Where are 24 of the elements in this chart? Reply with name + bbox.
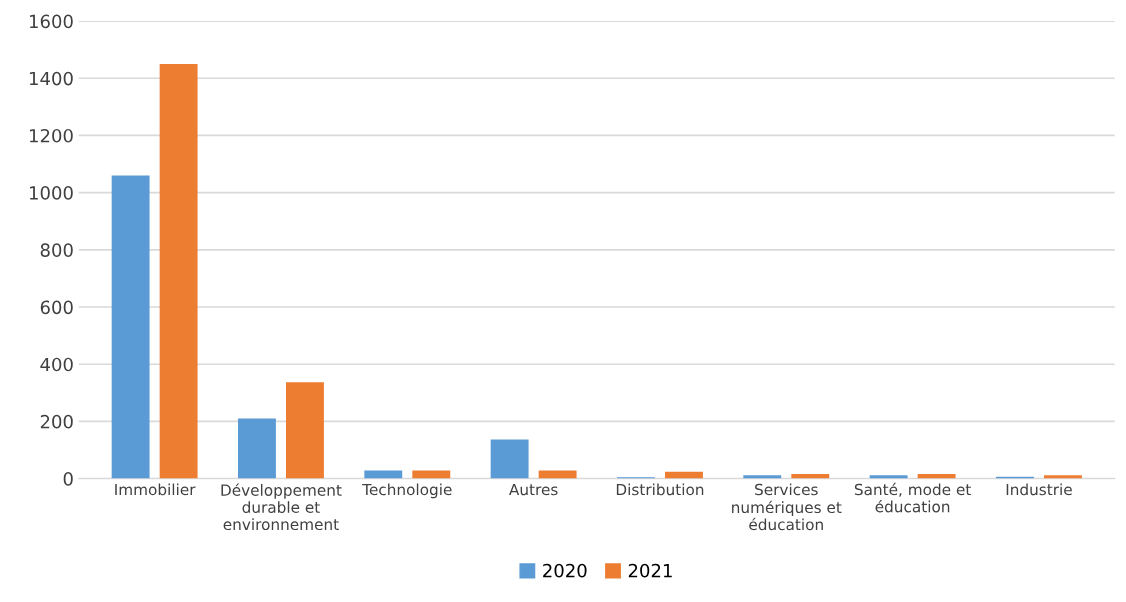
x-tick-label: Développement durable et environnement xyxy=(221,483,342,531)
bar xyxy=(286,382,324,479)
bar xyxy=(490,439,529,479)
y-tick-label: 0 xyxy=(63,472,73,486)
bar xyxy=(159,63,198,479)
y-tick-label: 1400 xyxy=(29,71,73,86)
bar xyxy=(111,175,150,479)
x-tick-label: Santé, mode et éducation xyxy=(854,482,971,513)
y-tick-label: 1600 xyxy=(29,14,73,29)
x-tick-label: Immobilier xyxy=(115,483,196,496)
legend-label: 2020 xyxy=(543,563,587,578)
x-tick-label: Services numériques et éducation xyxy=(732,483,842,531)
y-tick-label: 400 xyxy=(40,357,73,372)
x-tick-label: Distribution xyxy=(616,483,704,496)
y-tick-label: 600 xyxy=(40,300,73,315)
bar xyxy=(238,418,276,479)
x-tick-label: Autres xyxy=(509,483,558,496)
y-tick-label: 1200 xyxy=(29,128,73,143)
y-tick-label: 200 xyxy=(40,414,73,429)
legend-label: 2021 xyxy=(628,563,672,578)
x-tick-label: Industrie xyxy=(1006,483,1072,496)
y-tick-label: 1000 xyxy=(29,186,73,200)
y-tick-label: 800 xyxy=(40,243,73,257)
x-tick-label: Technologie xyxy=(362,483,452,499)
